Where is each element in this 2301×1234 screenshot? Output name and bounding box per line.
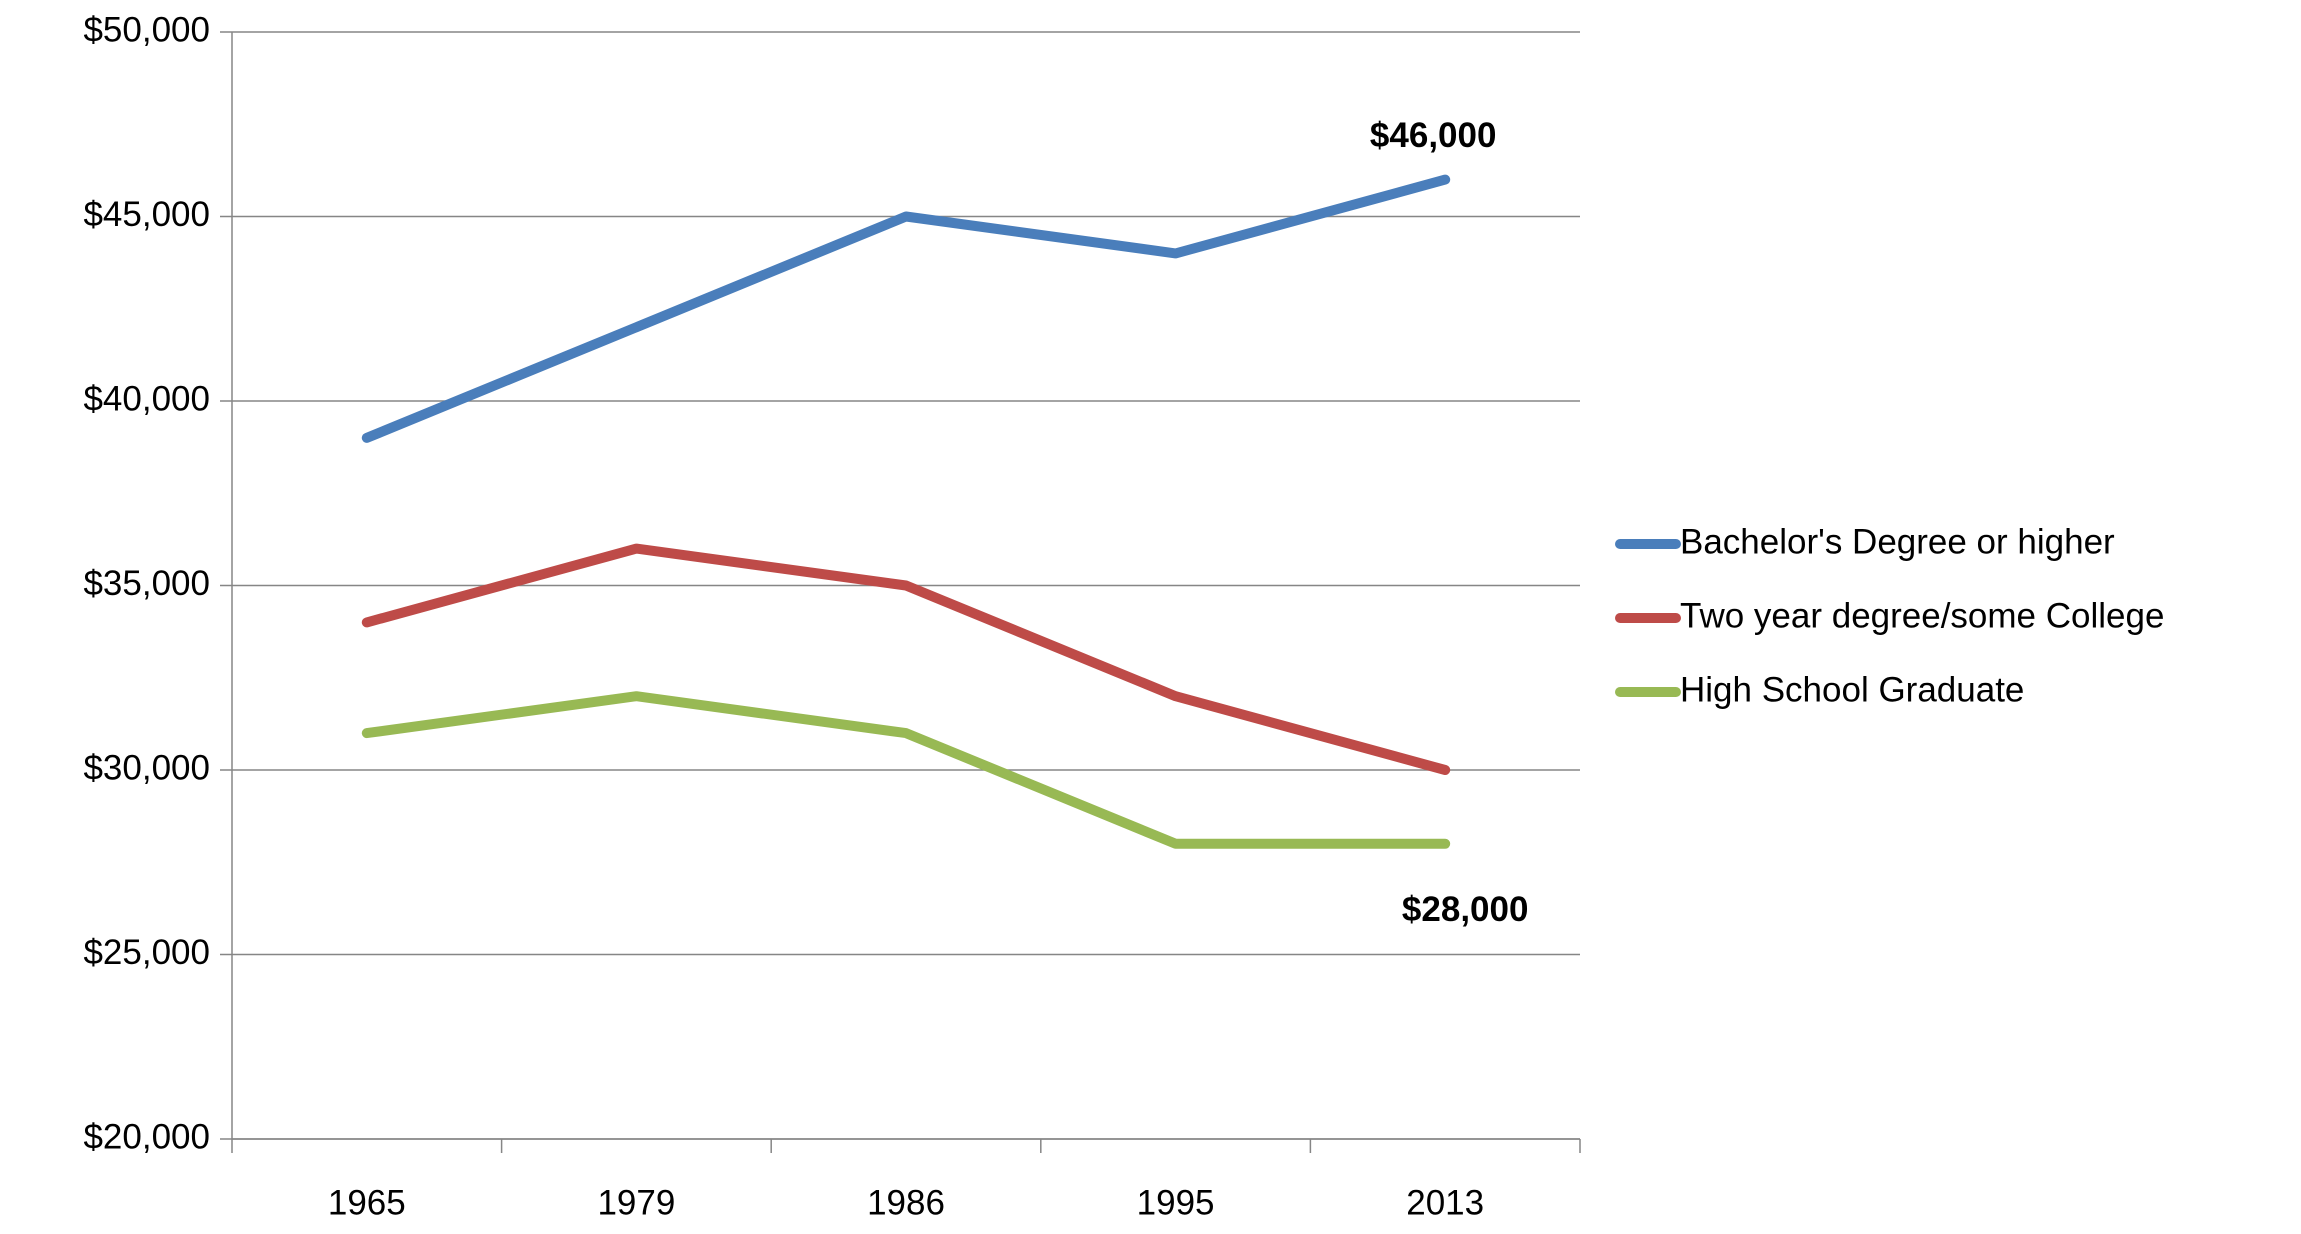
y-tick-label: $25,000 <box>83 933 210 972</box>
legend-label: Bachelor's Degree or higher <box>1680 522 2115 561</box>
series-line <box>361 691 1451 849</box>
x-tick-label: 1979 <box>597 1183 675 1222</box>
legend-label: High School Graduate <box>1680 670 2024 709</box>
data-label: $46,000 <box>1370 116 1497 155</box>
y-tick-label: $35,000 <box>83 564 210 603</box>
y-tick-label: $45,000 <box>83 195 210 234</box>
x-tick-label: 1995 <box>1137 1183 1215 1222</box>
y-tick-label: $20,000 <box>83 1117 210 1156</box>
data-label: $28,000 <box>1402 890 1529 929</box>
y-tick-label: $50,000 <box>83 10 210 49</box>
series-line <box>361 174 1451 443</box>
legend-label: Two year degree/some College <box>1680 596 2164 635</box>
y-tick-label: $40,000 <box>83 379 210 418</box>
x-tick-label: 1965 <box>328 1183 406 1222</box>
y-tick-label: $30,000 <box>83 748 210 787</box>
series-line <box>361 543 1451 775</box>
x-tick-label: 1986 <box>867 1183 945 1222</box>
x-tick-label: 2013 <box>1406 1183 1484 1222</box>
